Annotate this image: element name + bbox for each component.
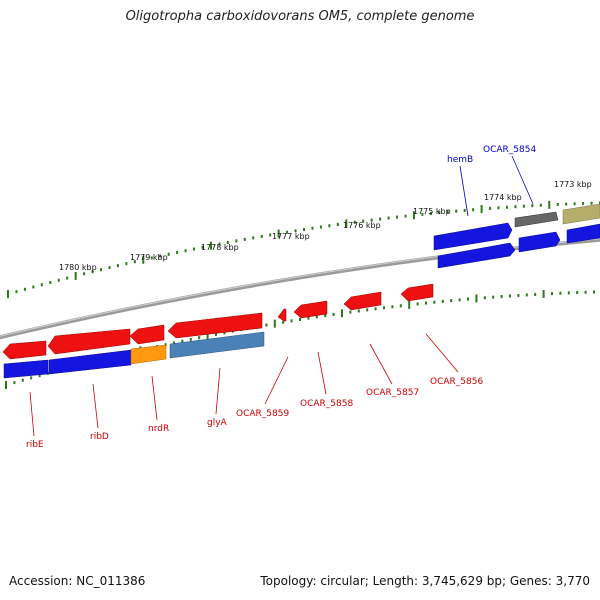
gene-ocar5859[interactable] bbox=[277, 308, 287, 322]
scale-label-1779: 1779 kbp bbox=[130, 253, 168, 262]
gene-blue-lower-a[interactable] bbox=[437, 242, 516, 269]
reverse-genes-red bbox=[2, 283, 434, 360]
gene-blue-lower-b[interactable] bbox=[518, 231, 561, 253]
gene-hemB-upper[interactable] bbox=[433, 222, 513, 251]
scale-label-1776: 1776 kbp bbox=[343, 221, 381, 230]
label-ocar5858[interactable]: OCAR_5858 bbox=[300, 399, 353, 409]
top-leader-lines bbox=[459, 155, 534, 217]
forward-genes-outer bbox=[433, 203, 600, 269]
gene-ribD-red[interactable] bbox=[47, 328, 131, 355]
scale-label-1774: 1774 kbp bbox=[484, 193, 522, 202]
label-glyA[interactable]: glyA bbox=[207, 418, 228, 428]
scale-label-1778: 1778 kbp bbox=[201, 243, 239, 252]
scale-label-1773: 1773 kbp bbox=[554, 180, 592, 189]
gene-ribD-blue[interactable] bbox=[48, 349, 132, 375]
scale-label-1775: 1775 kbp bbox=[413, 207, 451, 216]
scale-label-1780: 1780 kbp bbox=[59, 263, 97, 272]
gene-ribE-red[interactable] bbox=[2, 340, 47, 360]
scale-label-1777: 1777 kbp bbox=[272, 232, 310, 241]
outer-scale-ring bbox=[7, 200, 600, 298]
gene-ocar5856[interactable] bbox=[400, 283, 434, 302]
topology-text: Topology: circular; Length: 3,745,629 bp… bbox=[260, 574, 590, 588]
label-hemB[interactable]: hemB bbox=[447, 155, 473, 165]
gene-blue-lower-c[interactable] bbox=[566, 223, 600, 244]
accession-text: Accession: NC_011386 bbox=[9, 574, 146, 588]
label-ocar5856[interactable]: OCAR_5856 bbox=[430, 377, 483, 387]
label-ocar5854[interactable]: OCAR_5854 bbox=[483, 145, 536, 155]
label-ribD[interactable]: ribD bbox=[90, 432, 109, 442]
gene-ocar5857[interactable] bbox=[343, 291, 382, 311]
gene-glyA-steel[interactable] bbox=[169, 331, 265, 359]
reverse-genes-lower bbox=[3, 331, 265, 379]
bottom-leader-lines bbox=[29, 333, 459, 437]
label-ocar5859[interactable]: OCAR_5859 bbox=[236, 409, 289, 419]
gene-nrdR-red[interactable] bbox=[129, 324, 165, 345]
gene-ocar5858[interactable] bbox=[293, 300, 328, 319]
gene-glyA-red[interactable] bbox=[167, 312, 263, 339]
label-nrdR[interactable]: nrdR bbox=[148, 424, 169, 434]
gene-ocar5854[interactable] bbox=[514, 211, 559, 228]
label-ocar5857[interactable]: OCAR_5857 bbox=[366, 388, 419, 398]
map-title: Oligotropha carboxidovorans OM5, complet… bbox=[125, 9, 475, 24]
gene-olive[interactable] bbox=[562, 203, 600, 225]
gene-nrdR-orange[interactable] bbox=[130, 344, 167, 365]
gene-ribE-blue[interactable] bbox=[3, 359, 49, 379]
label-ribE[interactable]: ribE bbox=[26, 440, 44, 450]
